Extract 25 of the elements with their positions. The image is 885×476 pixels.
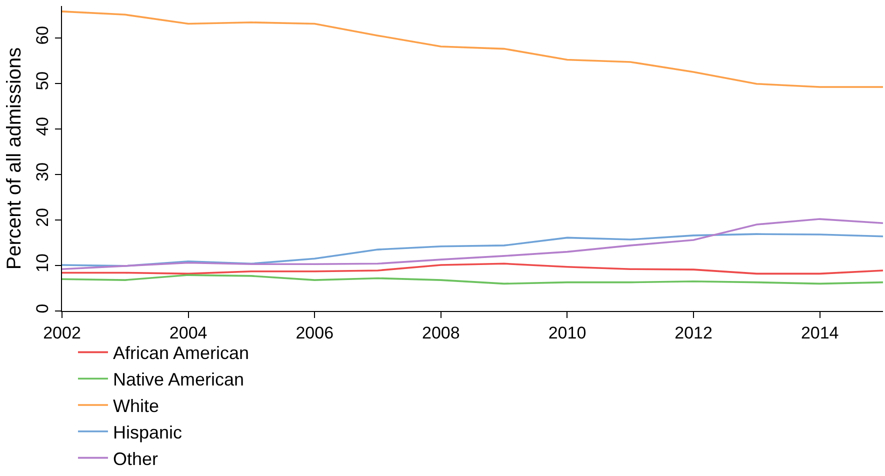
x-tick-label: 2010 <box>548 323 586 342</box>
y-tick-label: 10 <box>33 253 52 272</box>
x-tick-label: 2012 <box>674 323 712 342</box>
y-tick-label: 20 <box>33 208 52 227</box>
y-tick-label: 40 <box>33 116 52 136</box>
line-series <box>62 10 883 88</box>
y-tick-label: 30 <box>33 162 52 182</box>
line-series <box>62 218 883 270</box>
x-tick-label: 2004 <box>169 323 208 342</box>
y-tick-label: 0 <box>33 304 52 314</box>
line-series <box>62 262 883 275</box>
y-tick-label: 60 <box>33 26 52 45</box>
x-tick-label: 2006 <box>296 323 334 342</box>
legend-label: Other <box>112 448 158 469</box>
legend-label: White <box>112 396 160 416</box>
y-axis-title: Percent of all admissions <box>4 47 26 270</box>
line-series <box>62 274 883 285</box>
y-tick-label: 50 <box>33 71 52 90</box>
line-series <box>62 233 883 267</box>
legend-label: African American <box>112 343 250 364</box>
legend-label: Native American <box>112 370 244 390</box>
x-tick-label: 2002 <box>43 323 81 342</box>
x-tick-label: 2008 <box>422 323 460 342</box>
legend-label: Hispanic <box>112 422 182 442</box>
x-tick-label: 2014 <box>800 323 839 342</box>
